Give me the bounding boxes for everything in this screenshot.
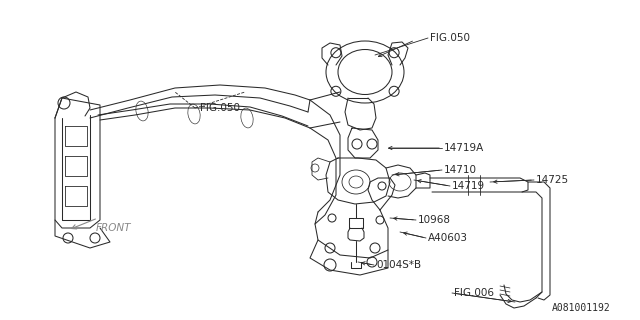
Text: 14719A: 14719A bbox=[444, 143, 484, 153]
Text: FIG.006: FIG.006 bbox=[454, 288, 494, 298]
Text: A081001192: A081001192 bbox=[552, 303, 611, 313]
Text: 10968: 10968 bbox=[418, 215, 451, 225]
Text: 14719: 14719 bbox=[452, 181, 485, 191]
Text: 0104S*B: 0104S*B bbox=[376, 260, 421, 270]
Text: FIG.050: FIG.050 bbox=[200, 103, 240, 113]
Text: 14725: 14725 bbox=[536, 175, 569, 185]
Text: 14710: 14710 bbox=[444, 165, 477, 175]
Text: FIG.050: FIG.050 bbox=[430, 33, 470, 43]
Text: FRONT: FRONT bbox=[96, 223, 131, 233]
Text: A40603: A40603 bbox=[428, 233, 468, 243]
